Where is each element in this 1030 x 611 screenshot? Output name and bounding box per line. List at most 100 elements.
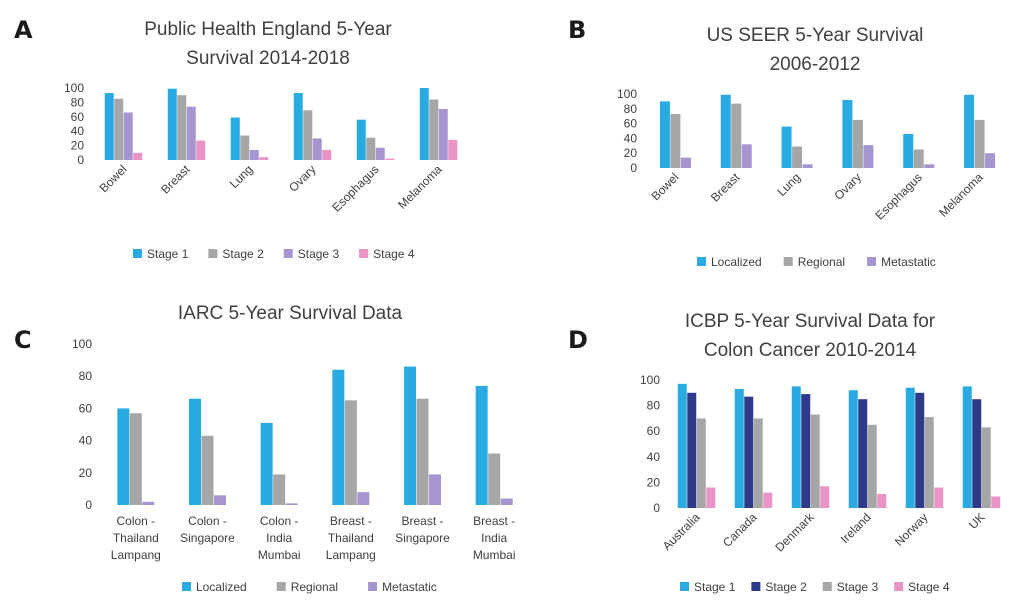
series-1 — [677, 383, 972, 508]
bar — [842, 99, 853, 168]
x-category-label: Breast — [708, 170, 743, 205]
panel-letter-d: D — [568, 326, 588, 354]
x-category-label: Breast — [158, 162, 193, 197]
bar — [905, 387, 915, 508]
bar — [214, 495, 226, 505]
bar — [763, 492, 773, 508]
bar — [303, 110, 313, 160]
bar — [734, 388, 744, 508]
x-category-label: Ireland — [838, 510, 874, 546]
y-tick-label: 20 — [79, 466, 93, 480]
legend-swatch — [680, 582, 689, 591]
legend-swatch — [208, 249, 218, 258]
y-tick-label: 20 — [624, 146, 638, 160]
x-category-label: Thailand — [328, 531, 374, 545]
x-category-label: Denmark — [772, 510, 817, 555]
x-category-label: Singapore — [180, 531, 235, 545]
x-category-label: Canada — [720, 510, 760, 550]
x-category-label: Lampang — [326, 548, 376, 562]
x-category-label: Colon - — [260, 514, 299, 528]
x-category-label: Ovary — [832, 170, 865, 203]
bar — [852, 119, 863, 168]
bar — [357, 492, 370, 505]
bar — [259, 157, 269, 160]
y-tick-label: 40 — [71, 124, 85, 138]
bar — [196, 140, 206, 160]
y-tick-label: 60 — [79, 401, 93, 415]
legend-swatch — [276, 582, 286, 591]
bar — [964, 94, 975, 168]
bar — [791, 386, 801, 508]
legend-swatch — [359, 249, 369, 258]
y-tick-label: 100 — [640, 373, 660, 387]
bar — [962, 386, 972, 508]
x-category-label: UK — [966, 510, 988, 532]
legend-swatch — [133, 249, 142, 258]
panel-b: B US SEER 5-Year Survival 2006-2012 020406… — [568, 16, 996, 269]
bar — [429, 474, 441, 505]
legend-swatch — [697, 257, 706, 266]
bar — [249, 149, 259, 160]
legend-label: Stage 1 — [694, 580, 736, 594]
x-category-label: Australia — [660, 510, 703, 553]
series-1 — [104, 88, 429, 160]
legend-swatch — [894, 582, 904, 591]
x-category-label: Melanoma — [936, 170, 986, 220]
series-4 — [706, 486, 1001, 508]
panel-a: A Public Health England 5-Year Survival 2… — [14, 16, 458, 261]
y-tick-label: 80 — [647, 399, 661, 413]
y-tick-label: 0 — [653, 501, 660, 515]
x-category-label: India — [266, 531, 292, 545]
bar — [659, 101, 670, 168]
bar — [230, 117, 240, 160]
bar — [858, 399, 868, 508]
bar — [981, 427, 991, 508]
bar — [404, 366, 416, 505]
y-tick-label: 40 — [624, 131, 638, 145]
bar — [356, 119, 366, 160]
bar — [332, 369, 345, 505]
bar — [104, 93, 114, 160]
y-tick-label: 40 — [647, 450, 661, 464]
x-category-label: Melanoma — [395, 162, 445, 212]
legend-swatch — [283, 249, 293, 258]
y-tick-label: 0 — [77, 153, 84, 167]
chart-title-line: ICBP 5-Year Survival Data for — [685, 311, 936, 332]
bar — [972, 399, 982, 508]
bar — [312, 138, 322, 160]
bar — [344, 400, 357, 505]
bar — [741, 144, 752, 168]
legend-swatch — [368, 582, 378, 591]
x-category-label: Colon - — [188, 514, 227, 528]
bar — [820, 486, 830, 508]
series-2 — [687, 392, 982, 508]
bar — [273, 474, 286, 505]
x-category-label: Esophagus — [329, 162, 381, 214]
bar — [877, 493, 887, 508]
y-tick-label: 80 — [71, 95, 85, 109]
bar — [687, 392, 697, 508]
x-category-label: Mumbai — [473, 548, 516, 562]
x-category-label: Bowel — [97, 162, 130, 195]
bar — [416, 398, 429, 505]
bar — [810, 414, 820, 508]
bar — [848, 390, 858, 508]
series-1 — [659, 94, 975, 168]
bar — [913, 149, 924, 168]
panel-c: C IARC 5-Year Survival Data 0 20 40 60 80 100 C… — [14, 303, 516, 594]
y-tick-label: 0 — [85, 498, 92, 512]
chart-title-line: Public Health England 5-Year — [144, 19, 392, 40]
y-tick-label: 60 — [624, 117, 638, 131]
legend-swatch — [751, 582, 761, 591]
legend: Localized Regional Metastatic — [182, 580, 437, 594]
bar — [781, 126, 792, 168]
y-tick-label: 40 — [79, 434, 93, 448]
y-tick-label: 100 — [64, 81, 84, 95]
series-3 — [142, 474, 513, 505]
chart-title-line: IARC 5-Year Survival Data — [178, 303, 403, 324]
x-category-label: Mumbai — [258, 548, 301, 562]
legend-label: Stage 3 — [298, 247, 340, 261]
x-category-label: Lampang — [111, 548, 161, 562]
bar — [123, 112, 133, 160]
